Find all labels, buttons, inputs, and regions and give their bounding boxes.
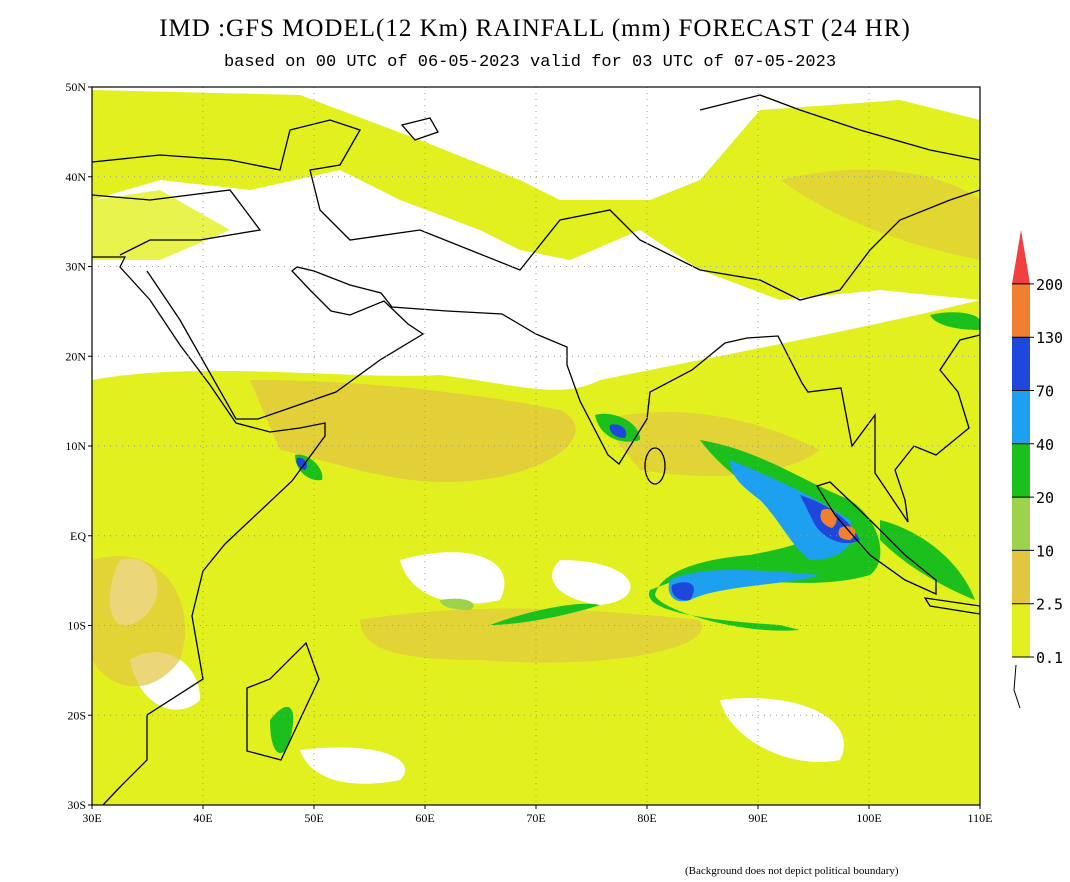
lon-label: 100E	[856, 811, 881, 825]
lon-label: 40E	[193, 811, 212, 825]
legend-swatch	[1012, 497, 1030, 551]
lat-label: 50N	[65, 80, 86, 94]
legend-label: 20	[1036, 489, 1054, 507]
lat-label: 30N	[65, 260, 86, 274]
legend-label: 2.5	[1036, 596, 1063, 614]
legend-swatch	[1012, 443, 1030, 498]
legend-label: 130	[1036, 329, 1063, 347]
lat-label: 10N	[65, 439, 86, 453]
lon-label: 50E	[304, 811, 323, 825]
legend-swatch	[1012, 390, 1030, 444]
lon-label: 60E	[415, 811, 434, 825]
legend-swatch	[1012, 283, 1030, 338]
subtitle: based on 00 UTC of 06-05-2023 valid for …	[224, 53, 836, 72]
lon-label: 80E	[637, 811, 656, 825]
lon-label: 30E	[82, 811, 101, 825]
lat-label: 20N	[65, 349, 86, 363]
footnote: (Background does not depict political bo…	[685, 865, 899, 877]
legend-label: 200	[1036, 276, 1063, 294]
legend-swatch	[1012, 550, 1030, 604]
legend-label: 40	[1036, 436, 1054, 454]
legend-label: 70	[1036, 383, 1054, 401]
legend-swatch	[1012, 229, 1030, 284]
legend-tail	[1013, 664, 1021, 709]
lat-label: 30S	[67, 798, 86, 812]
legend-swatch	[1012, 337, 1030, 391]
legend-swatch	[1012, 603, 1030, 657]
lat-label: EQ	[70, 529, 86, 543]
map	[92, 87, 980, 805]
lat-label: 40N	[65, 170, 86, 184]
title: IMD :GFS MODEL(12 Km) RAINFALL (mm) FORE…	[159, 15, 911, 42]
lat-label: 10S	[67, 619, 86, 633]
legend-label: 0.1	[1036, 649, 1063, 667]
lon-label: 110E	[968, 811, 993, 825]
lon-label: 90E	[748, 811, 767, 825]
lat-label: 20S	[67, 708, 86, 722]
lon-label: 70E	[526, 811, 545, 825]
legend-label: 10	[1036, 542, 1054, 560]
